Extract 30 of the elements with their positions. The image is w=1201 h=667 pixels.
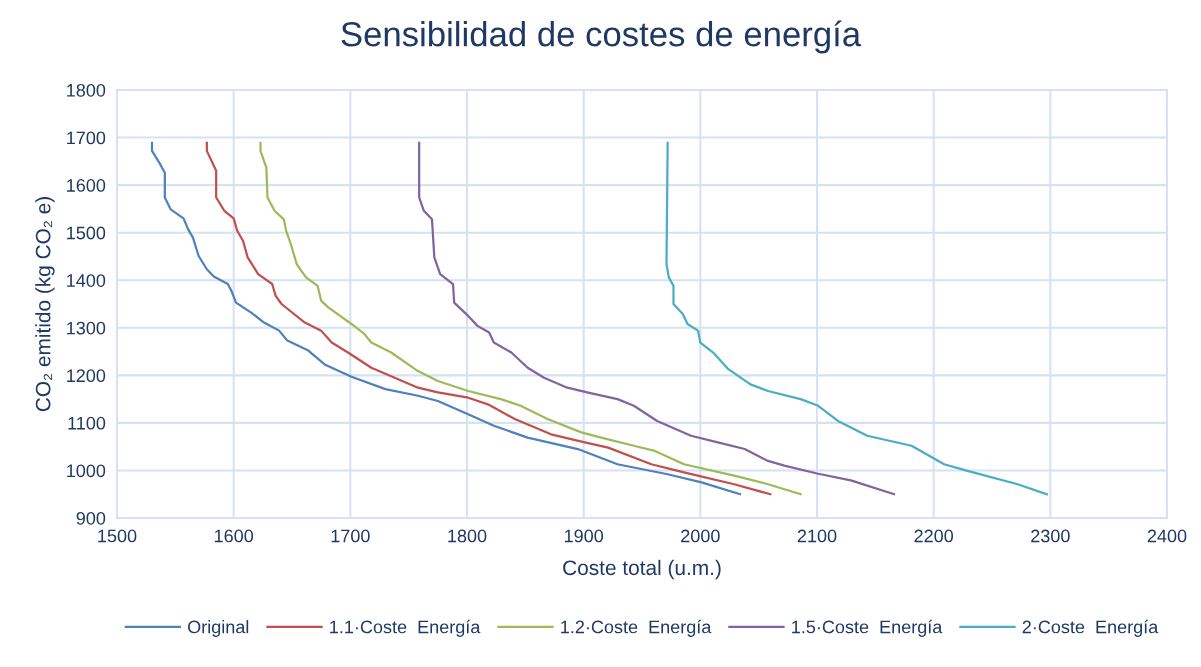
y-tick-label: 1500 bbox=[67, 226, 106, 240]
y-tick-label: 1000 bbox=[67, 464, 106, 478]
legend-label: 1.2·Coste Energía bbox=[561, 619, 712, 637]
y-tick-label: 1800 bbox=[67, 83, 106, 97]
line-series bbox=[418, 141, 896, 496]
legend-label: 1.5·Coste Energía bbox=[792, 619, 943, 637]
x-tick-label: 2000 bbox=[681, 529, 720, 543]
x-tick-label: 2100 bbox=[797, 529, 837, 543]
legend-label: 2·Coste Energía bbox=[1022, 619, 1159, 637]
x-tick-label: 1800 bbox=[448, 529, 487, 543]
x-tick-label: 1500 bbox=[98, 529, 137, 543]
y-tick-label: 1600 bbox=[67, 179, 106, 192]
x-tick-label: 1600 bbox=[214, 529, 254, 543]
chart-title: Sensibilidad de costes de energía bbox=[341, 20, 862, 54]
y-axis-title: CO₂ emitido (kg CO₂ e) bbox=[35, 197, 55, 412]
x-tick-label: 2400 bbox=[1147, 529, 1187, 543]
x-tick-label: 2300 bbox=[1031, 529, 1070, 543]
y-tick-label: 1400 bbox=[67, 274, 106, 287]
x-tick-label: 2200 bbox=[914, 529, 954, 543]
y-tick-label: 1700 bbox=[67, 131, 106, 145]
x-axis-title: Coste total (u.m.) bbox=[563, 559, 721, 580]
y-tick-label: 1100 bbox=[68, 416, 106, 430]
legend-label: 1.1·Coste Energía bbox=[330, 619, 481, 637]
x-tick-label: 1900 bbox=[564, 529, 604, 543]
y-tick-label: 900 bbox=[76, 511, 106, 525]
y-tick-label: 1200 bbox=[67, 369, 106, 383]
line-series bbox=[665, 141, 1048, 496]
legend-label: Original bbox=[188, 620, 249, 637]
x-tick-label: 1700 bbox=[331, 529, 370, 543]
y-tick-label: 1300 bbox=[67, 321, 106, 335]
